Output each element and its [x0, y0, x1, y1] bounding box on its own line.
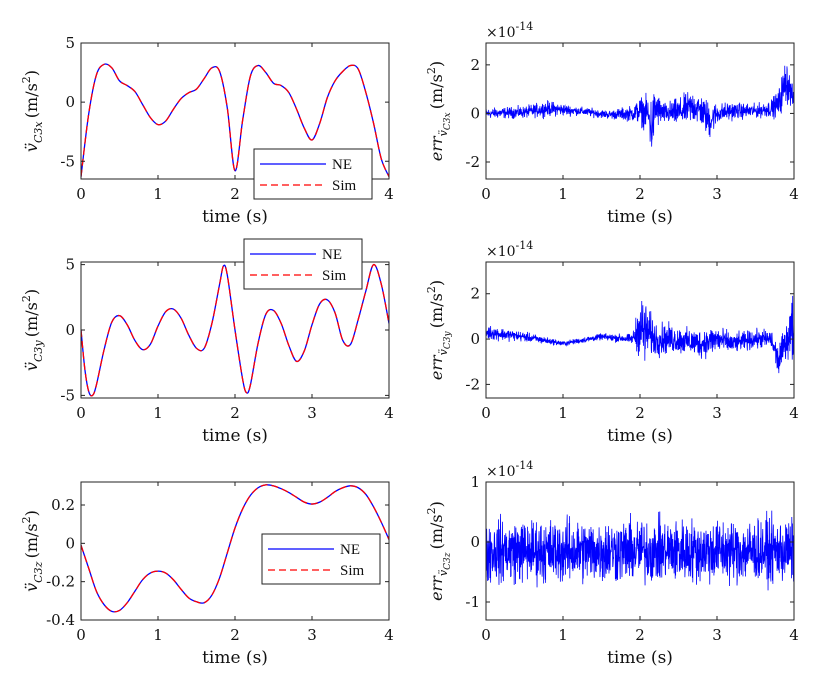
y-tick-label: 0 [65, 534, 75, 552]
series-sim-line [81, 484, 389, 613]
plot-lines [81, 484, 389, 613]
series-sim-line [81, 263, 389, 397]
x-tick-label: 0 [481, 404, 491, 422]
x-tick-label: 3 [712, 404, 722, 422]
x-tick-label: 1 [153, 185, 163, 203]
x-tick-label: 2 [635, 185, 645, 203]
x-tick-label: 0 [76, 404, 86, 422]
x-axis-label: time (s) [202, 426, 268, 446]
y-tick-label: -0.2 [46, 573, 75, 591]
axis-exponent: ×10-14 [486, 459, 533, 480]
x-tick-label: 3 [307, 626, 317, 644]
x-axis-label: time (s) [607, 426, 673, 446]
legend-box [253, 148, 373, 200]
x-tick-label: 2 [230, 626, 240, 644]
x-tick-label: 4 [384, 185, 394, 203]
y-tick-label: 5 [65, 34, 75, 52]
x-tick-label: 0 [76, 185, 86, 203]
x-axis-label: time (s) [202, 648, 268, 668]
y-tick-label: 0.2 [51, 496, 75, 514]
y-axis-label: v̈C3x (m/s2) [20, 70, 45, 152]
y-tick-label: 0 [65, 321, 75, 339]
y-tick-label: 5 [65, 256, 75, 274]
x-tick-label: 2 [635, 404, 645, 422]
y-tick-label: -5 [60, 152, 75, 170]
x-tick-label: 0 [481, 626, 491, 644]
y-tick-label: 0 [65, 93, 75, 111]
x-axis-label: time (s) [202, 207, 268, 227]
y-axis-label: errv̈C3x (m/s2) [425, 61, 453, 161]
subplot-5: 0 1 2 3 4 0.2 0 -0.2 -0.4 time (s) v̈C3z (m/s2) NE S… [20, 481, 394, 668]
error-trace [486, 295, 794, 374]
legend-label-sim: Sim [322, 268, 347, 284]
legend-label-sim: Sim [340, 563, 365, 579]
plot-lines [486, 510, 794, 591]
x-tick-label: 1 [558, 626, 568, 644]
legend: NE Sim [261, 533, 381, 585]
y-axis-label: v̈C3z (m/s2) [20, 510, 45, 592]
y-tick-label: -5 [60, 386, 75, 404]
axis-exponent: ×10-14 [486, 20, 533, 41]
x-tick-label: 2 [230, 185, 240, 203]
x-tick-label: 4 [384, 626, 394, 644]
y-axis-label: errv̈C3z (m/s2) [425, 501, 453, 601]
y-tick-label: -0.4 [46, 611, 75, 629]
y-tick-label: 2 [470, 285, 480, 303]
x-tick-label: 1 [153, 404, 163, 422]
x-tick-label: 0 [76, 626, 86, 644]
x-tick-label: 1 [558, 404, 568, 422]
legend: NE Sim [253, 148, 373, 200]
legend-box [261, 533, 381, 585]
y-tick-label: 0 [470, 104, 480, 122]
x-axis-label: time (s) [607, 648, 673, 668]
legend-label-ne: NE [340, 542, 360, 558]
x-tick-label: 3 [307, 404, 317, 422]
y-tick-label: 0 [470, 533, 480, 551]
x-tick-label: 1 [558, 185, 568, 203]
x-tick-label: 4 [789, 626, 799, 644]
y-tick-label: 2 [470, 56, 480, 74]
legend-label-ne: NE [322, 247, 342, 263]
axis-exponent: ×10-14 [486, 239, 533, 260]
y-tick-label: 1 [470, 473, 480, 491]
plot-lines [486, 295, 794, 374]
legend-label-sim: Sim [332, 178, 357, 194]
error-trace [486, 65, 794, 147]
x-tick-label: 1 [153, 626, 163, 644]
y-tick-label: 0 [470, 330, 480, 348]
y-axis-label: errv̈C3y (m/s2) [425, 280, 453, 380]
x-tick-label: 3 [712, 185, 722, 203]
y-tick-label: -2 [465, 153, 480, 171]
plot-lines [486, 65, 794, 147]
legend-box [243, 238, 363, 290]
plot-lines [81, 63, 389, 177]
x-tick-label: 4 [789, 404, 799, 422]
x-tick-label: 0 [481, 185, 491, 203]
series-sim-line [81, 63, 389, 177]
x-tick-label: 4 [384, 404, 394, 422]
legend-label-ne: NE [332, 157, 352, 173]
y-tick-label: -1 [465, 593, 480, 611]
x-tick-label: 3 [712, 626, 722, 644]
legend: NE Sim [243, 238, 363, 290]
x-tick-label: 2 [230, 404, 240, 422]
error-trace [486, 510, 794, 591]
y-axis-label: v̈C3y (m/s2) [20, 289, 45, 371]
y-tick-label: -2 [465, 375, 480, 393]
x-tick-label: 2 [635, 626, 645, 644]
x-axis-label: time (s) [607, 207, 673, 227]
x-tick-label: 4 [789, 185, 799, 203]
plot-lines [81, 263, 389, 397]
